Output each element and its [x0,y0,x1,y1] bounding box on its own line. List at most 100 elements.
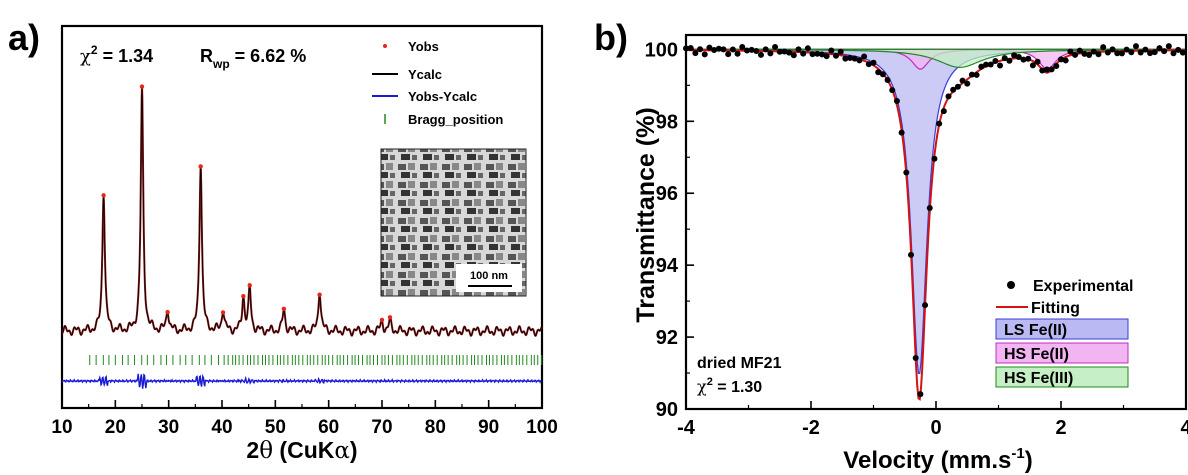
panel-a-x-ticks: 10 20 30 40 50 60 70 80 90 100 [51,400,558,438]
x-tick-label: 70 [371,417,392,438]
panel-b-data [683,43,1187,401]
experimental-point [1029,62,1036,69]
experimental-point [1175,46,1182,53]
experimental-point [1090,48,1097,55]
legend-yobs: Yobs [408,39,439,54]
experimental-point [978,63,985,70]
legend-ls-fe2: LS Fe(II) [1004,322,1067,339]
chi-superscript-b: 2 [707,376,713,388]
legend-hs-fe2: HS Fe(II) [1004,346,1069,363]
yobs-peak-point [139,84,145,89]
experimental-point [889,87,896,94]
legend-ls-fe2-swatch [995,318,1129,340]
x-tick-label: 30 [158,417,179,438]
experimental-point [790,52,797,59]
scale-bar-background [456,264,522,292]
x-label-theta: θ [259,438,273,464]
experimental-point [706,44,713,51]
experimental-point [1133,43,1139,50]
x-label-exponent: -1 [1011,445,1024,462]
panel-b-chi-square: χ2 = 1.30 [697,376,762,396]
experimental-point [739,44,746,50]
yobs-peak-point [317,292,322,297]
rwp-subscript: wp [212,57,230,71]
experimental-point [1006,57,1013,64]
experimental-point [1165,43,1172,50]
experimental-point [833,52,839,59]
experimental-point [809,51,816,58]
experimental-point [1104,49,1111,56]
panel-a-rwp: Rwp = 6.62 % [200,46,306,71]
experimental-point [814,50,821,57]
experimental-point [997,62,1004,69]
x-tick-label: 10 [51,417,72,438]
x-label-alpha: α [334,438,350,464]
experimental-point [856,57,863,64]
experimental-point [884,76,891,83]
experimental-point [936,120,943,127]
x-label-cuk: (CuK [273,437,335,463]
experimental-point [1025,55,1032,62]
x-tick-label: -4 [677,417,696,439]
experimental-point [692,50,699,57]
panel-b-y-label: Transmittance (%) [632,107,660,322]
experimental-point [1072,51,1079,58]
experimental-point [753,47,760,54]
x-label-two: 2 [246,437,259,463]
chi-symbol-b: χ [697,377,707,396]
yobs-peak-point [198,164,203,169]
panel-a: a) 10 20 30 40 50 60 70 80 90 100 2θ (CuKα) χ2 = … [8,17,558,464]
y-tick-label: 92 [656,327,678,349]
legend-bragg: Bragg_position [408,112,503,127]
experimental-point [818,51,825,58]
experimental-point [715,45,722,52]
experimental-point [983,61,989,68]
legend-hs-fe3: HS Fe(III) [1004,370,1073,387]
chi-symbol: χ [80,46,91,67]
experimental-point [762,46,769,53]
yobs-peak-point [379,317,385,323]
experimental-point [917,391,924,398]
experimental-point [1147,50,1154,57]
experimental-point [1114,50,1121,57]
legend-diff: Yobs-Ycalc [408,89,477,104]
experimental-point [908,251,914,258]
yobs-peak-point [241,293,246,299]
experimental-point [1034,58,1041,65]
experimental-point [1095,51,1102,58]
experimental-point [1123,46,1130,53]
experimental-point [1058,56,1064,63]
experimental-point [767,50,774,57]
x-label-velocity: Velocity (mm.s [843,447,1011,474]
tem-inset: 100 nm [380,148,527,297]
chi-superscript: 2 [91,43,98,57]
experimental-point [945,93,952,100]
experimental-point [922,302,929,309]
experimental-point [1011,52,1018,59]
experimental-point [1020,56,1027,63]
experimental-point [743,47,750,54]
experimental-point [931,155,938,162]
panel-b-x-label: Velocity (mm.s-1) [843,445,1032,474]
experimental-point [795,46,802,53]
experimental-point [1142,46,1149,53]
experimental-point [1118,50,1125,57]
difference-line [61,373,542,389]
experimental-point [968,71,975,78]
x-label-close: ) [350,437,358,463]
chi-value: = 1.34 [98,46,154,66]
panel-b-ticks: -4 -2 0 2 4 90 92 94 96 98 100 [645,39,1188,439]
x-tick-label: 4 [1180,417,1188,439]
experimental-point [1067,48,1074,55]
experimental-point [1151,49,1158,56]
panel-a-label: a) [8,17,40,58]
experimental-point [1076,47,1083,54]
experimental-point [1048,66,1055,73]
experimental-point [950,86,957,93]
experimental-point [1170,50,1177,57]
experimental-point [954,83,961,90]
experimental-point [734,50,741,57]
panel-a-x-label: 2θ (CuKα) [246,437,357,464]
x-tick-label: 80 [425,417,446,438]
experimental-point [1053,62,1060,69]
